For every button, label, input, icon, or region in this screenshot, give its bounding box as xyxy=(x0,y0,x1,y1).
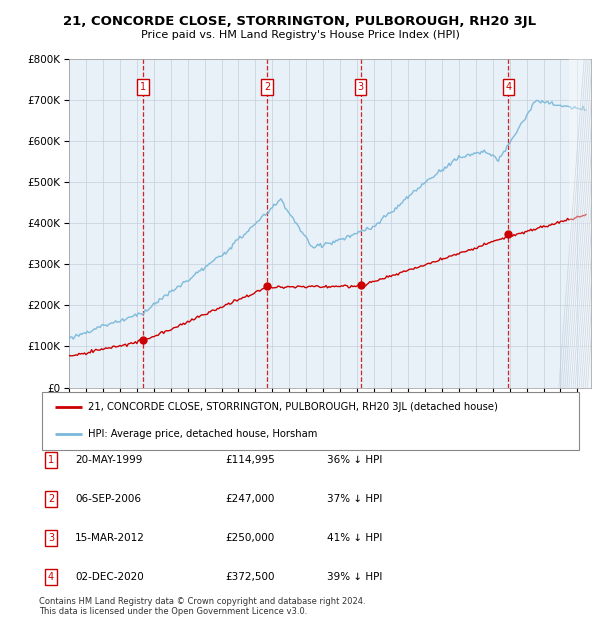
Text: 06-SEP-2006: 06-SEP-2006 xyxy=(75,494,141,504)
Text: 41% ↓ HPI: 41% ↓ HPI xyxy=(327,533,382,543)
Polygon shape xyxy=(569,59,591,388)
Text: 1: 1 xyxy=(140,82,146,92)
Text: £250,000: £250,000 xyxy=(225,533,274,543)
Text: 3: 3 xyxy=(48,533,54,543)
Text: 15-MAR-2012: 15-MAR-2012 xyxy=(75,533,145,543)
Text: This data is licensed under the Open Government Licence v3.0.: This data is licensed under the Open Gov… xyxy=(39,608,307,616)
FancyBboxPatch shape xyxy=(42,392,579,450)
Text: Contains HM Land Registry data © Crown copyright and database right 2024.: Contains HM Land Registry data © Crown c… xyxy=(39,597,365,606)
Text: 2: 2 xyxy=(264,82,270,92)
Text: 21, CONCORDE CLOSE, STORRINGTON, PULBOROUGH, RH20 3JL (detached house): 21, CONCORDE CLOSE, STORRINGTON, PULBORO… xyxy=(88,402,497,412)
Text: 3: 3 xyxy=(358,82,364,92)
Text: 02-DEC-2020: 02-DEC-2020 xyxy=(75,572,144,582)
Text: 1: 1 xyxy=(48,455,54,465)
Text: 20-MAY-1999: 20-MAY-1999 xyxy=(75,455,142,465)
Text: 39% ↓ HPI: 39% ↓ HPI xyxy=(327,572,382,582)
Text: 36% ↓ HPI: 36% ↓ HPI xyxy=(327,455,382,465)
Text: HPI: Average price, detached house, Horsham: HPI: Average price, detached house, Hors… xyxy=(88,429,317,439)
Text: £247,000: £247,000 xyxy=(225,494,274,504)
Text: £372,500: £372,500 xyxy=(225,572,275,582)
Text: £114,995: £114,995 xyxy=(225,455,275,465)
Text: 21, CONCORDE CLOSE, STORRINGTON, PULBOROUGH, RH20 3JL: 21, CONCORDE CLOSE, STORRINGTON, PULBORO… xyxy=(64,15,536,28)
Text: 37% ↓ HPI: 37% ↓ HPI xyxy=(327,494,382,504)
Text: 4: 4 xyxy=(48,572,54,582)
Text: 4: 4 xyxy=(505,82,511,92)
Text: Price paid vs. HM Land Registry's House Price Index (HPI): Price paid vs. HM Land Registry's House … xyxy=(140,30,460,40)
Text: 2: 2 xyxy=(48,494,54,504)
